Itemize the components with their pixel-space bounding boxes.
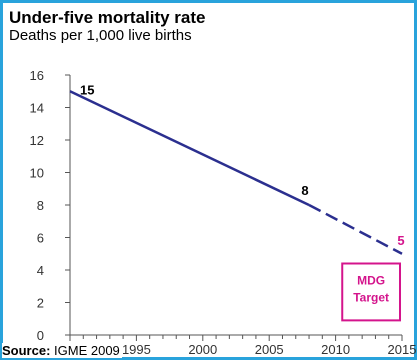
mdg-target-annotation: MDG Target bbox=[341, 262, 401, 322]
x-tick-label: 1995 bbox=[122, 342, 151, 357]
x-tick-label: 2005 bbox=[255, 342, 284, 357]
target-label: MDG bbox=[357, 274, 385, 288]
x-tick-label: 2015 bbox=[388, 342, 417, 357]
target-label: Target bbox=[353, 291, 389, 305]
target-box bbox=[341, 262, 401, 322]
y-axis-ticks: 0 2 4 6 8 10 12 14 16 bbox=[30, 68, 70, 343]
y-tick-label: 16 bbox=[30, 68, 44, 83]
y-tick-label: 12 bbox=[30, 133, 44, 148]
chart-subtitle: Deaths per 1,000 live births bbox=[9, 27, 192, 44]
y-tick-label: 14 bbox=[30, 101, 44, 116]
y-tick-label: 4 bbox=[37, 263, 44, 278]
x-tick-label: 2010 bbox=[321, 342, 350, 357]
chart-title: Under-five mortality rate bbox=[9, 8, 206, 27]
series-lines bbox=[69, 90, 403, 255]
source-text: IGME 2009 bbox=[54, 343, 120, 358]
y-tick-label: 10 bbox=[30, 166, 44, 181]
y-tick-label: 0 bbox=[37, 328, 44, 343]
y-tick-label: 6 bbox=[37, 231, 44, 246]
source-label: Source: bbox=[2, 343, 51, 358]
trend-line bbox=[69, 90, 310, 207]
x-tick-label: 2000 bbox=[188, 342, 217, 357]
data-label: 5 bbox=[397, 233, 404, 248]
data-label: 15 bbox=[80, 82, 94, 97]
y-tick-label: 2 bbox=[37, 296, 44, 311]
source-note: Source: IGME 2009 bbox=[2, 343, 122, 358]
data-label: 8 bbox=[301, 183, 308, 198]
x-axis-ticks: 199019952000200520102015 bbox=[56, 335, 417, 357]
projection-line bbox=[308, 203, 403, 255]
y-tick-label: 8 bbox=[37, 198, 44, 213]
